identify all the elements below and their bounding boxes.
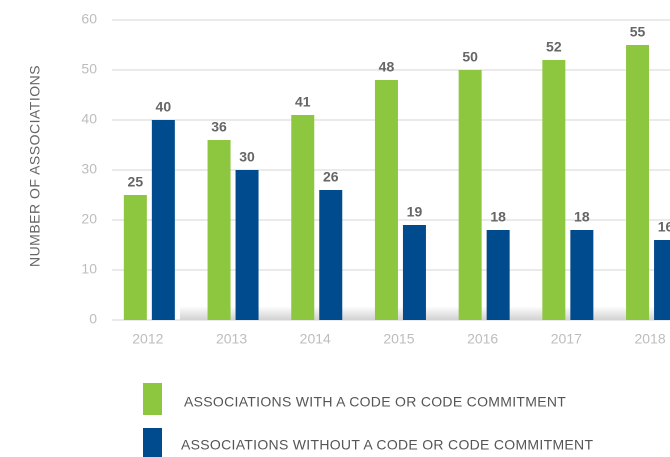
value-label: 16	[658, 219, 670, 235]
bar	[570, 230, 594, 320]
value-label: 41	[295, 94, 311, 110]
legend-swatch	[143, 383, 162, 415]
value-label: 52	[546, 39, 562, 55]
y-axis-label: NUMBER OF ASSOCIATIONS	[27, 65, 43, 267]
bar	[291, 115, 315, 320]
value-label: 26	[323, 169, 339, 185]
y-tick-label: 60	[81, 11, 97, 27]
y-tick-label: 10	[81, 261, 97, 277]
bar	[654, 240, 670, 320]
x-tick-label: 2016	[467, 331, 498, 347]
bar	[626, 45, 650, 320]
bar	[235, 170, 259, 320]
value-label: 40	[156, 99, 172, 115]
legend-swatch	[143, 428, 162, 457]
value-label: 36	[211, 119, 227, 135]
bar	[151, 120, 175, 320]
x-tick-label: 2017	[551, 331, 582, 347]
x-tick-label: 2012	[132, 331, 163, 347]
value-label: 19	[407, 204, 423, 220]
x-tick-label: 2013	[216, 331, 247, 347]
value-label: 50	[462, 49, 478, 65]
x-tick-label: 2014	[300, 331, 331, 347]
value-label: 18	[574, 209, 590, 225]
y-tick-label: 30	[81, 161, 97, 177]
y-tick-label: 0	[89, 311, 97, 327]
x-tick-label: 2015	[383, 331, 414, 347]
bar	[458, 70, 482, 320]
bar	[374, 80, 398, 320]
value-label: 55	[630, 24, 646, 40]
y-tick-label: 50	[81, 61, 97, 77]
y-tick-label: 40	[81, 111, 97, 127]
value-label: 30	[239, 149, 255, 165]
legend-label: ASSOCIATIONS WITH A CODE OR CODE COMMITM…	[184, 394, 566, 410]
bar	[319, 190, 343, 320]
bar	[123, 195, 147, 320]
legend-label: ASSOCIATIONS WITHOUT A CODE OR CODE COMM…	[181, 437, 593, 453]
x-tick-label: 2018	[634, 331, 665, 347]
bar	[486, 230, 510, 320]
bar	[402, 225, 426, 320]
bar	[207, 140, 231, 320]
value-label: 18	[490, 209, 506, 225]
bar	[542, 60, 566, 320]
value-label: 25	[128, 174, 144, 190]
value-label: 48	[379, 59, 395, 75]
y-tick-label: 20	[81, 211, 97, 227]
